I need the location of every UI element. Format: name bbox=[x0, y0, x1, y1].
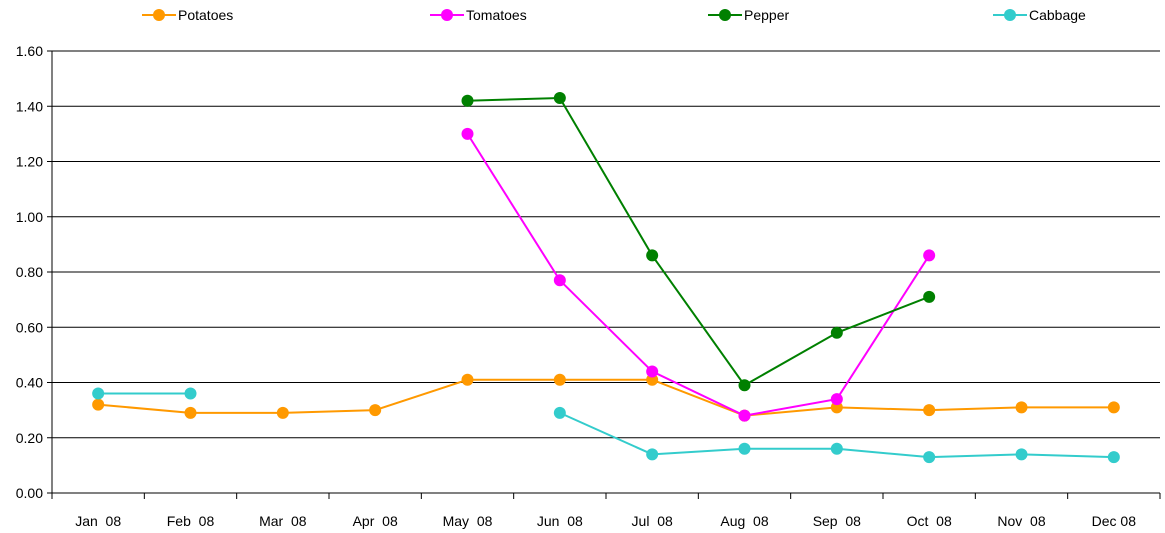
x-tick-label: Jun 08 bbox=[537, 513, 583, 529]
data-point bbox=[830, 393, 843, 406]
data-point bbox=[646, 365, 659, 378]
x-tick-label: Aug 08 bbox=[720, 513, 768, 529]
data-point bbox=[184, 387, 197, 400]
grid-lines bbox=[52, 50, 1160, 439]
data-point bbox=[92, 398, 105, 411]
series-pepper bbox=[461, 91, 936, 392]
legend-item-potatoes: Potatoes bbox=[142, 7, 233, 23]
data-point bbox=[1107, 401, 1120, 414]
data-point bbox=[553, 91, 566, 104]
data-point bbox=[553, 274, 566, 287]
y-tick-labels: 0.00 0.20 0.40 0.60 0.80 1.00 1.20 1.40 1.60 bbox=[16, 43, 43, 501]
data-point bbox=[1015, 448, 1028, 461]
data-point bbox=[461, 127, 474, 140]
x-tick-label: Jan 08 bbox=[75, 513, 121, 529]
legend-label: Cabbage bbox=[1029, 7, 1086, 23]
x-tick-label: May 08 bbox=[443, 513, 493, 529]
data-point bbox=[830, 326, 843, 339]
data-point bbox=[738, 409, 751, 422]
series-tomatoes bbox=[461, 127, 936, 422]
y-tick-label: 0.20 bbox=[16, 430, 43, 446]
data-point bbox=[461, 94, 474, 107]
legend-item-tomatoes: Tomatoes bbox=[430, 7, 527, 23]
axes bbox=[47, 50, 1161, 499]
y-tick-label: 1.40 bbox=[16, 98, 43, 114]
legend-marker bbox=[719, 9, 731, 21]
data-point bbox=[923, 404, 936, 417]
x-tick-labels: Jan 08 Feb 08 Mar 08 Apr 08 May 08 Jun 08 Jul … bbox=[75, 513, 1136, 529]
data-point bbox=[184, 406, 197, 419]
x-tick-label: Feb 08 bbox=[167, 513, 215, 529]
x-tick-label: Oct 08 bbox=[907, 513, 952, 529]
legend-marker bbox=[441, 9, 453, 21]
data-point bbox=[830, 442, 843, 455]
y-tick-label: 1.20 bbox=[16, 154, 43, 170]
legend-item-pepper: Pepper bbox=[708, 7, 789, 23]
x-tick-label: Jul 08 bbox=[632, 513, 673, 529]
legend-marker bbox=[1004, 9, 1016, 21]
data-point bbox=[646, 373, 659, 386]
data-point bbox=[738, 442, 751, 455]
series-line bbox=[466, 133, 931, 417]
data-point bbox=[553, 373, 566, 386]
legend-label: Potatoes bbox=[178, 7, 233, 23]
x-tick-label: Dec 08 bbox=[1092, 513, 1137, 529]
data-point bbox=[276, 406, 289, 419]
series-line bbox=[467, 96, 930, 387]
legend-item-cabbage: Cabbage bbox=[993, 7, 1086, 23]
y-tick-label: 0.60 bbox=[16, 319, 43, 335]
legend-marker bbox=[153, 9, 165, 21]
series-group bbox=[92, 91, 1120, 464]
y-tick-label: 0.00 bbox=[16, 485, 43, 501]
y-tick-label: 1.00 bbox=[16, 209, 43, 225]
data-point bbox=[646, 448, 659, 461]
series-cabbage bbox=[92, 387, 1120, 464]
legend: Potatoes Tomatoes Pepper Cabbage bbox=[142, 7, 1086, 23]
data-point bbox=[461, 373, 474, 386]
data-point bbox=[923, 249, 936, 262]
legend-label: Pepper bbox=[744, 7, 789, 23]
data-point bbox=[92, 387, 105, 400]
data-point bbox=[830, 401, 843, 414]
series-line bbox=[98, 378, 1114, 417]
series-potatoes bbox=[92, 373, 1120, 422]
data-point bbox=[923, 451, 936, 464]
data-point bbox=[1015, 401, 1028, 414]
x-tick-label: Sep 08 bbox=[813, 513, 861, 529]
y-tick-label: 0.80 bbox=[16, 264, 43, 280]
data-point bbox=[646, 249, 659, 262]
x-tick-label: Nov 08 bbox=[997, 513, 1045, 529]
x-tick-label: Mar 08 bbox=[259, 513, 307, 529]
y-tick-label: 0.40 bbox=[16, 375, 43, 391]
y-tick-label: 1.60 bbox=[16, 43, 43, 59]
data-point bbox=[923, 290, 936, 303]
data-point bbox=[738, 379, 751, 392]
x-tick-label: Apr 08 bbox=[353, 513, 398, 529]
data-point bbox=[369, 404, 382, 417]
data-point bbox=[553, 406, 566, 419]
data-point bbox=[1107, 451, 1120, 464]
legend-label: Tomatoes bbox=[466, 7, 527, 23]
